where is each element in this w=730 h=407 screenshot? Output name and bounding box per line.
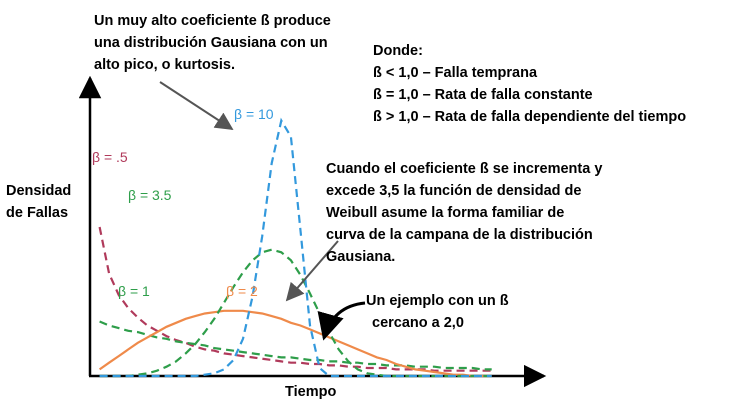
top-note-line: alto pico, o kurtosis. <box>94 57 235 73</box>
top-note: Un muy alto coeficiente ß produce una di… <box>94 10 394 76</box>
bell-note-line: Weibull asume la forma familiar de <box>326 205 565 221</box>
series-label: β = 10 <box>234 106 274 122</box>
series-line <box>98 309 492 378</box>
bell-note-line: Cuando el coeficiente ß se incrementa y <box>326 161 603 177</box>
bell-note-line: curva de la campana de la distribución <box>326 227 593 243</box>
bell-note-arrow <box>285 240 339 302</box>
y-axis-label: Densidad de Fallas <box>6 180 96 224</box>
series-layer <box>98 117 492 378</box>
series-label: β = 3.5 <box>128 187 172 203</box>
bell-note-line: Gausiana. <box>326 249 396 265</box>
x-axis-label: Tiempo <box>285 384 337 400</box>
series-line <box>98 226 492 372</box>
example-note: Un ejemplo con un ß cercano a 2,0 <box>366 290 546 334</box>
example-note-line: Un ejemplo con un ß <box>366 293 509 309</box>
y-axis-label-line: de Fallas <box>6 205 69 221</box>
top-note-line: una distribución Gausiana con un <box>94 35 328 51</box>
top-note-arrow <box>159 81 234 130</box>
bell-note: Cuando el coeficiente ß se incrementa y … <box>326 158 646 268</box>
series-line <box>99 320 492 371</box>
series-line <box>99 248 492 378</box>
legend-block-line: Donde: <box>373 43 423 59</box>
y-axis-label-line: Densidad <box>6 183 72 199</box>
series-label: β = 1 <box>118 283 150 299</box>
legend-block: Donde: ß < 1,0 – Falla temprana ß = 1,0 … <box>373 40 723 128</box>
series-line <box>99 117 492 378</box>
legend-block-line: ß < 1,0 – Falla temprana <box>373 65 538 81</box>
series-labels: β = .5 β = 1 β = 2 β = 3.5 β = 10 <box>92 106 274 299</box>
legend-block-line: ß > 1,0 – Rata de falla dependiente del … <box>373 109 687 125</box>
example-note-line: cercano a 2,0 <box>372 315 464 331</box>
bell-note-line: excede 3,5 la función de densidad de <box>326 183 582 199</box>
example-note-arrow <box>317 301 366 341</box>
series-label: β = 2 <box>226 283 258 299</box>
top-note-line: Un muy alto coeficiente ß produce <box>94 13 331 29</box>
series-label: β = .5 <box>92 149 128 165</box>
legend-block-line: ß = 1,0 – Rata de falla constante <box>373 87 593 103</box>
